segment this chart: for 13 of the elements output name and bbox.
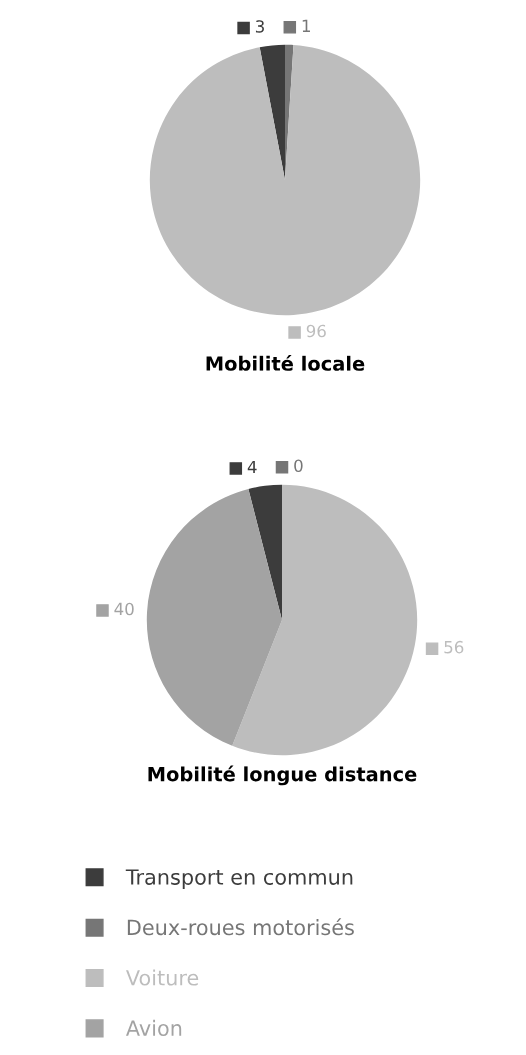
text: Mobilité longue distance: [148, 765, 417, 786]
data-label: 1: [302, 19, 310, 32]
legend-label: Avion: [126, 1019, 182, 1036]
data-label: 3: [255, 20, 264, 33]
text: 0: [294, 459, 303, 473]
legend-label: Voiture: [126, 969, 199, 986]
data-label: 56: [444, 640, 464, 654]
data-label: 4: [247, 460, 257, 474]
data-label: 40: [114, 602, 134, 616]
legend-label: Transport en commun: [125, 869, 353, 889]
text: Mobilité locale: [206, 355, 365, 371]
data-label: 96: [306, 324, 326, 338]
legend-label: Deux-roues motorisés: [127, 918, 354, 936]
